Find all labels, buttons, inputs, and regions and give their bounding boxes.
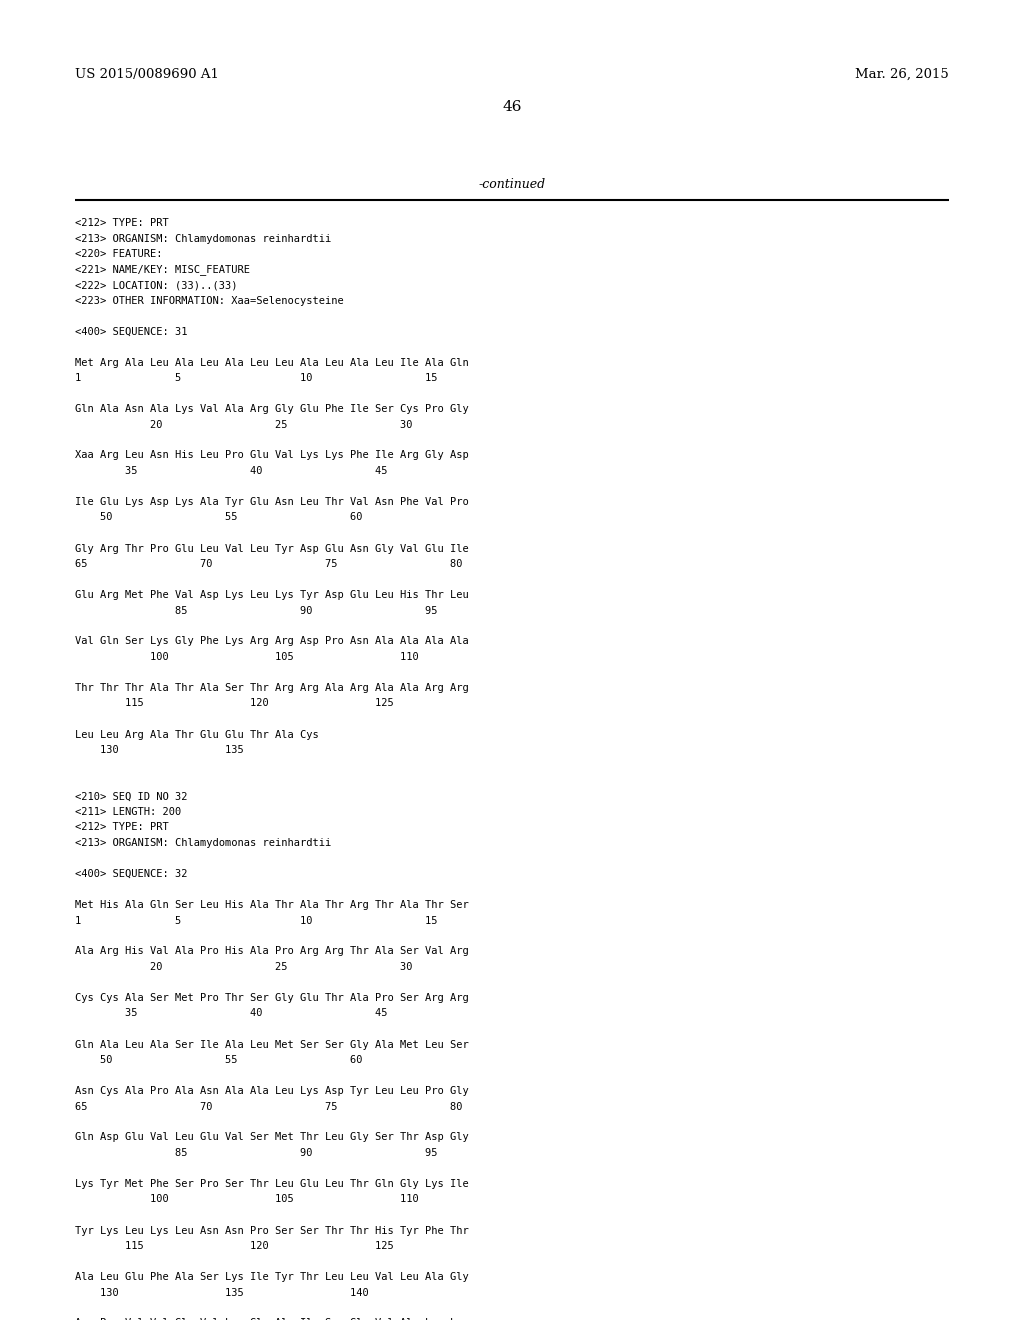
- Text: Glu Arg Met Phe Val Asp Lys Leu Lys Tyr Asp Glu Leu His Thr Leu: Glu Arg Met Phe Val Asp Lys Leu Lys Tyr …: [75, 590, 469, 601]
- Text: 130                 135: 130 135: [75, 744, 244, 755]
- Text: Tyr Lys Leu Lys Leu Asn Asn Pro Ser Ser Thr Thr His Tyr Phe Thr: Tyr Lys Leu Lys Leu Asn Asn Pro Ser Ser …: [75, 1225, 469, 1236]
- Text: Val Gln Ser Lys Gly Phe Lys Arg Arg Asp Pro Asn Ala Ala Ala Ala: Val Gln Ser Lys Gly Phe Lys Arg Arg Asp …: [75, 636, 469, 647]
- Text: <210> SEQ ID NO 32: <210> SEQ ID NO 32: [75, 792, 187, 801]
- Text: 100                 105                 110: 100 105 110: [75, 1195, 419, 1204]
- Text: <212> TYPE: PRT: <212> TYPE: PRT: [75, 218, 169, 228]
- Text: <220> FEATURE:: <220> FEATURE:: [75, 249, 163, 259]
- Text: Mar. 26, 2015: Mar. 26, 2015: [855, 69, 949, 81]
- Text: Leu Leu Arg Ala Thr Glu Glu Thr Ala Cys: Leu Leu Arg Ala Thr Glu Glu Thr Ala Cys: [75, 730, 318, 739]
- Text: <222> LOCATION: (33)..(33): <222> LOCATION: (33)..(33): [75, 280, 238, 290]
- Text: Gln Ala Asn Ala Lys Val Ala Arg Gly Glu Phe Ile Ser Cys Pro Gly: Gln Ala Asn Ala Lys Val Ala Arg Gly Glu …: [75, 404, 469, 414]
- Text: 65                  70                  75                  80: 65 70 75 80: [75, 558, 463, 569]
- Text: Asn Cys Ala Pro Ala Asn Ala Ala Leu Lys Asp Tyr Leu Leu Pro Gly: Asn Cys Ala Pro Ala Asn Ala Ala Leu Lys …: [75, 1086, 469, 1096]
- Text: 35                  40                  45: 35 40 45: [75, 466, 387, 477]
- Text: Ile Glu Lys Asp Lys Ala Tyr Glu Asn Leu Thr Val Asn Phe Val Pro: Ile Glu Lys Asp Lys Ala Tyr Glu Asn Leu …: [75, 498, 469, 507]
- Text: 100                 105                 110: 100 105 110: [75, 652, 419, 663]
- Text: -continued: -continued: [478, 178, 546, 191]
- Text: <400> SEQUENCE: 31: <400> SEQUENCE: 31: [75, 326, 187, 337]
- Text: 115                 120                 125: 115 120 125: [75, 1241, 394, 1251]
- Text: 115                 120                 125: 115 120 125: [75, 698, 394, 709]
- Text: Gln Asp Glu Val Leu Glu Val Ser Met Thr Leu Gly Ser Thr Asp Gly: Gln Asp Glu Val Leu Glu Val Ser Met Thr …: [75, 1133, 469, 1143]
- Text: <221> NAME/KEY: MISC_FEATURE: <221> NAME/KEY: MISC_FEATURE: [75, 264, 250, 276]
- Text: 65                  70                  75                  80: 65 70 75 80: [75, 1101, 463, 1111]
- Text: Gln Ala Leu Ala Ser Ile Ala Leu Met Ser Ser Gly Ala Met Leu Ser: Gln Ala Leu Ala Ser Ile Ala Leu Met Ser …: [75, 1040, 469, 1049]
- Text: 1               5                   10                  15: 1 5 10 15: [75, 916, 437, 925]
- Text: Gly Arg Thr Pro Glu Leu Val Leu Tyr Asp Glu Asn Gly Val Glu Ile: Gly Arg Thr Pro Glu Leu Val Leu Tyr Asp …: [75, 544, 469, 553]
- Text: Cys Cys Ala Ser Met Pro Thr Ser Gly Glu Thr Ala Pro Ser Arg Arg: Cys Cys Ala Ser Met Pro Thr Ser Gly Glu …: [75, 993, 469, 1003]
- Text: Asp Pro Val Val Glu Val Lys Gly Ala Ile Ser Glu Val Ala Leu Lys: Asp Pro Val Val Glu Val Lys Gly Ala Ile …: [75, 1319, 469, 1320]
- Text: US 2015/0089690 A1: US 2015/0089690 A1: [75, 69, 219, 81]
- Text: 50                  55                  60: 50 55 60: [75, 1055, 362, 1065]
- Text: Lys Tyr Met Phe Ser Pro Ser Thr Leu Glu Leu Thr Gln Gly Lys Ile: Lys Tyr Met Phe Ser Pro Ser Thr Leu Glu …: [75, 1179, 469, 1189]
- Text: <213> ORGANISM: Chlamydomonas reinhardtii: <213> ORGANISM: Chlamydomonas reinhardti…: [75, 838, 331, 847]
- Text: Ala Leu Glu Phe Ala Ser Lys Ile Tyr Thr Leu Leu Val Leu Ala Gly: Ala Leu Glu Phe Ala Ser Lys Ile Tyr Thr …: [75, 1272, 469, 1282]
- Text: 46: 46: [502, 100, 522, 114]
- Text: 130                 135                 140: 130 135 140: [75, 1287, 369, 1298]
- Text: 20                  25                  30: 20 25 30: [75, 962, 413, 972]
- Text: 50                  55                  60: 50 55 60: [75, 512, 362, 523]
- Text: Thr Thr Thr Ala Thr Ala Ser Thr Arg Arg Ala Arg Ala Ala Arg Arg: Thr Thr Thr Ala Thr Ala Ser Thr Arg Arg …: [75, 682, 469, 693]
- Text: <223> OTHER INFORMATION: Xaa=Selenocysteine: <223> OTHER INFORMATION: Xaa=Selenocyste…: [75, 296, 344, 305]
- Text: <213> ORGANISM: Chlamydomonas reinhardtii: <213> ORGANISM: Chlamydomonas reinhardti…: [75, 234, 331, 243]
- Text: <400> SEQUENCE: 32: <400> SEQUENCE: 32: [75, 869, 187, 879]
- Text: 35                  40                  45: 35 40 45: [75, 1008, 387, 1019]
- Text: <211> LENGTH: 200: <211> LENGTH: 200: [75, 807, 181, 817]
- Text: 85                  90                  95: 85 90 95: [75, 606, 437, 615]
- Text: 85                  90                  95: 85 90 95: [75, 1148, 437, 1158]
- Text: Met His Ala Gln Ser Leu His Ala Thr Ala Thr Arg Thr Ala Thr Ser: Met His Ala Gln Ser Leu His Ala Thr Ala …: [75, 900, 469, 909]
- Text: Ala Arg His Val Ala Pro His Ala Pro Arg Arg Thr Ala Ser Val Arg: Ala Arg His Val Ala Pro His Ala Pro Arg …: [75, 946, 469, 957]
- Text: 20                  25                  30: 20 25 30: [75, 420, 413, 429]
- Text: 1               5                   10                  15: 1 5 10 15: [75, 374, 437, 383]
- Text: Xaa Arg Leu Asn His Leu Pro Glu Val Lys Lys Phe Ile Arg Gly Asp: Xaa Arg Leu Asn His Leu Pro Glu Val Lys …: [75, 450, 469, 461]
- Text: Met Arg Ala Leu Ala Leu Ala Leu Leu Ala Leu Ala Leu Ile Ala Gln: Met Arg Ala Leu Ala Leu Ala Leu Leu Ala …: [75, 358, 469, 367]
- Text: <212> TYPE: PRT: <212> TYPE: PRT: [75, 822, 169, 833]
